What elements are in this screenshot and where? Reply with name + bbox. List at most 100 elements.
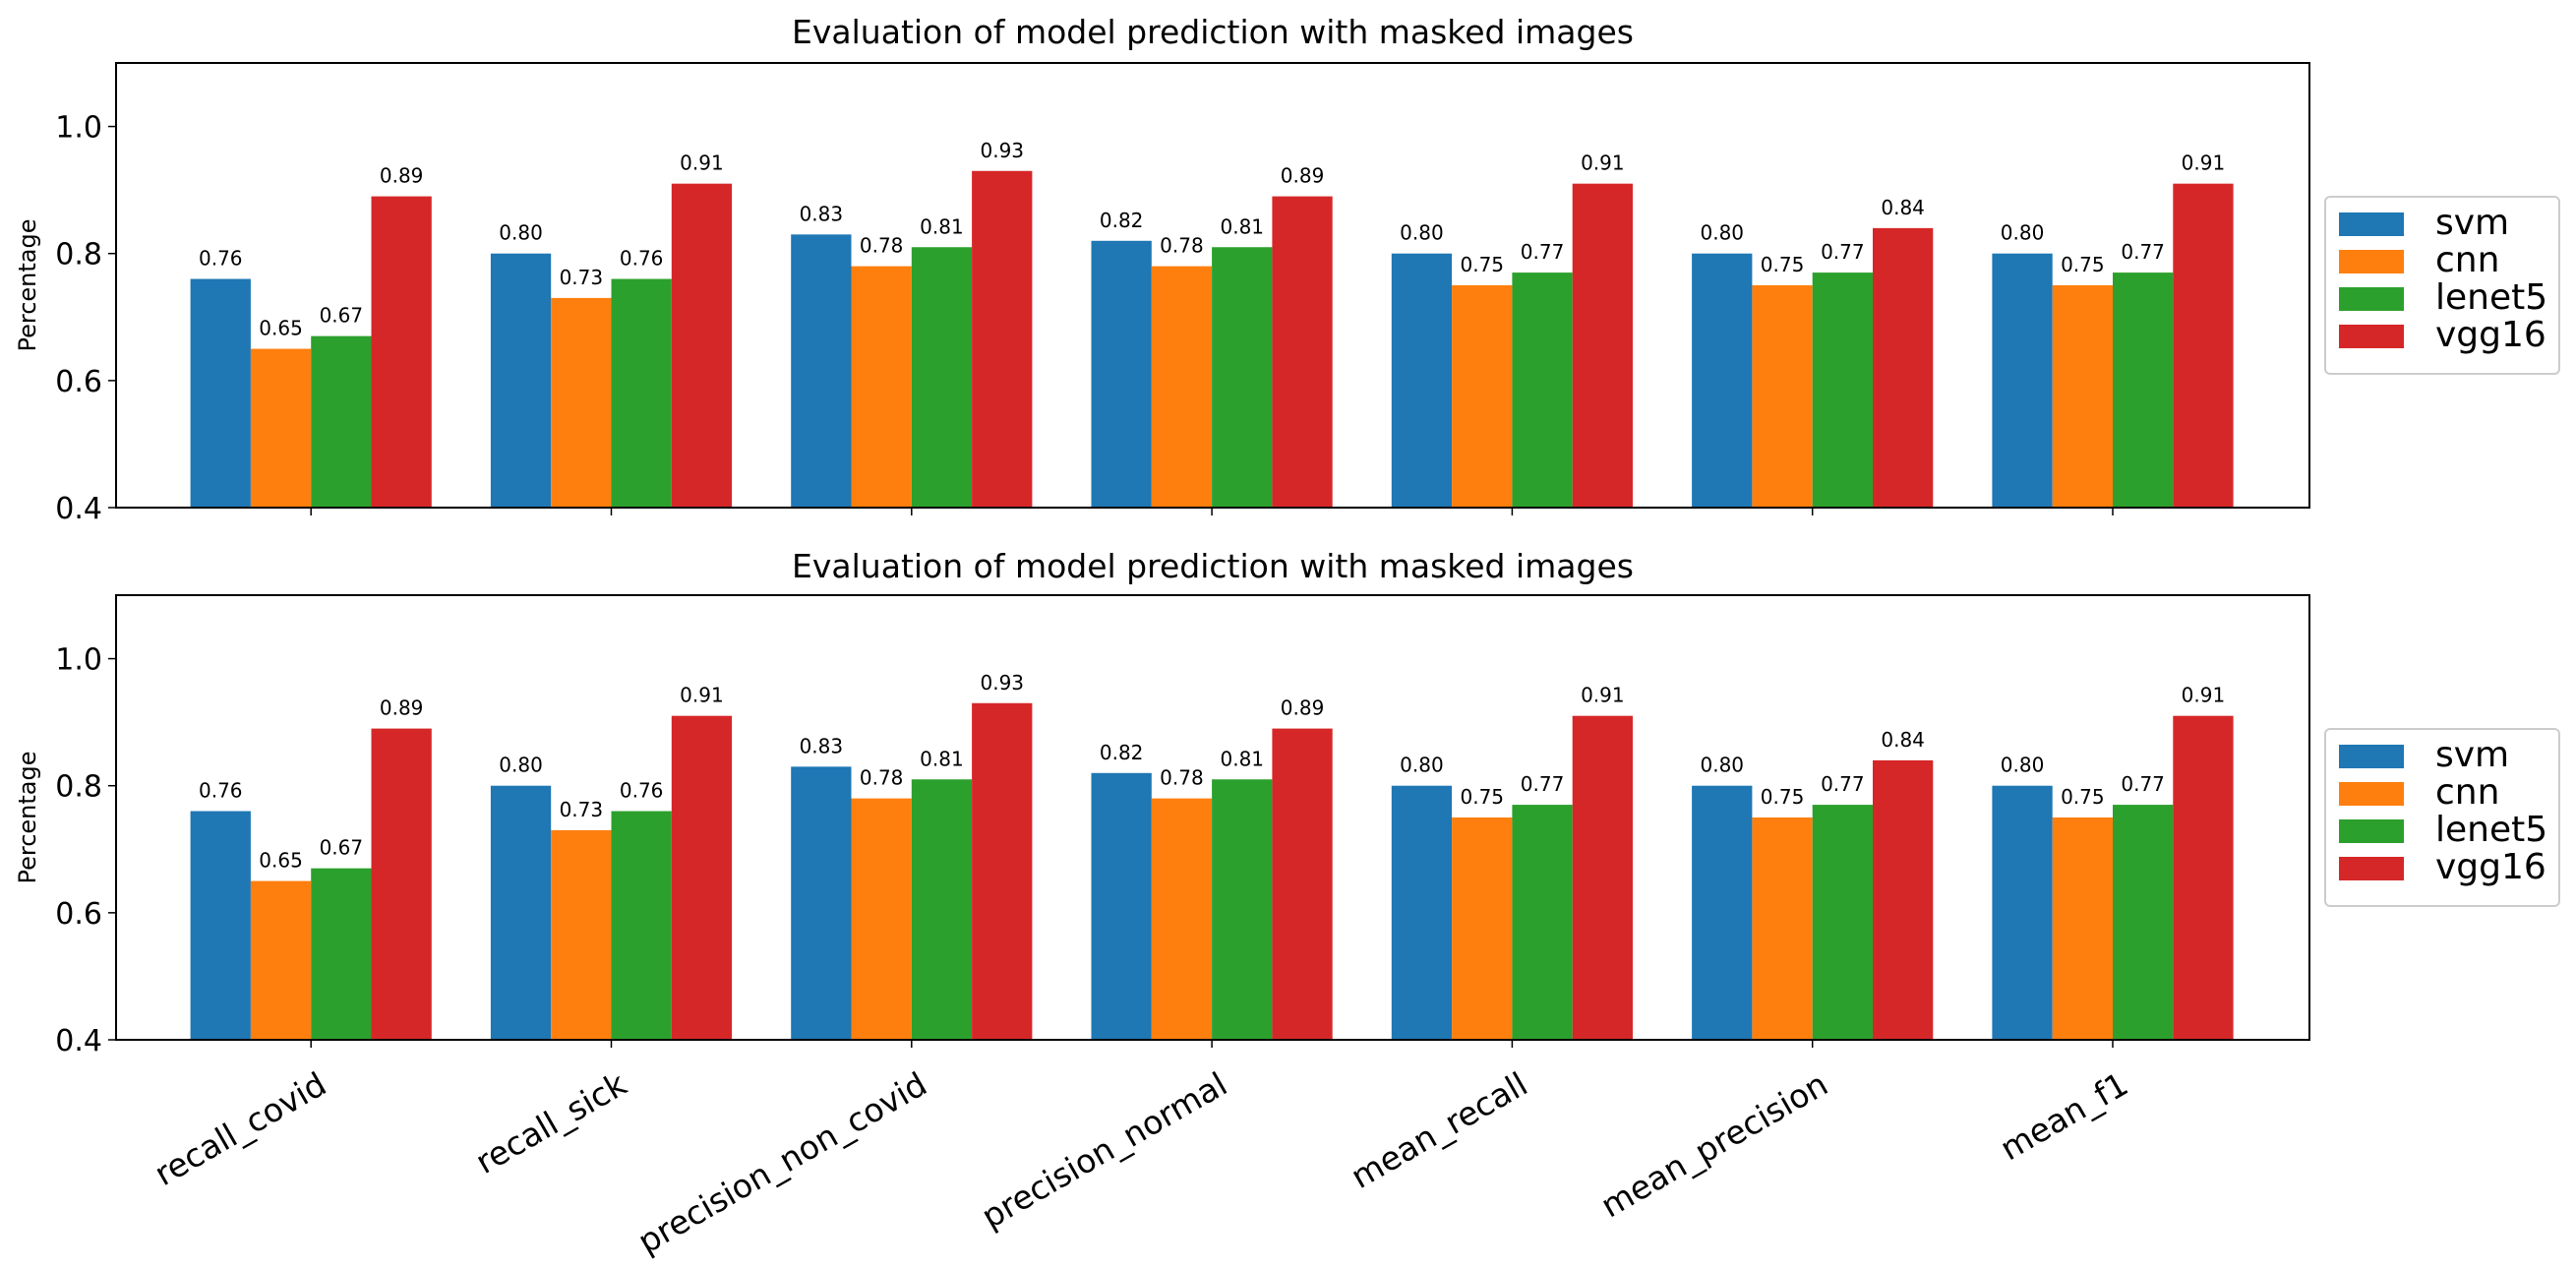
data-label: 0.75: [1460, 785, 1504, 809]
data-label: 0.76: [199, 247, 243, 271]
bar-vgg16: [1873, 227, 1934, 508]
data-label: 0.91: [2182, 684, 2226, 707]
bar-vgg16: [1272, 196, 1333, 508]
data-label: 0.76: [620, 779, 664, 803]
data-label: 0.91: [680, 684, 724, 707]
legend-swatch-lenet5: [2339, 287, 2404, 311]
data-label: 0.82: [1100, 209, 1144, 232]
y-tick-label: 0.8: [55, 770, 102, 805]
bar-cnn: [1452, 817, 1513, 1040]
legend-label: cnn: [2435, 240, 2499, 280]
data-label: 0.75: [2061, 785, 2105, 809]
bar-cnn: [2052, 285, 2113, 508]
data-label: 0.91: [2182, 151, 2226, 175]
data-label: 0.80: [499, 754, 543, 777]
data-label: 0.77: [2121, 772, 2165, 796]
legend-swatch-svm: [2339, 745, 2404, 768]
data-label: 0.77: [2121, 240, 2165, 264]
x-tick-label: precision_normal: [975, 1064, 1233, 1236]
data-label: 0.91: [680, 151, 724, 175]
data-label: 0.75: [1761, 253, 1805, 276]
data-label: 0.89: [380, 164, 424, 188]
legend-label: vgg16: [2435, 847, 2546, 887]
bar-svm: [1091, 240, 1152, 509]
bar-cnn: [551, 829, 612, 1040]
legend-swatch-svm: [2339, 212, 2404, 236]
data-label: 0.80: [1400, 221, 1444, 245]
legend-swatch-cnn: [2339, 782, 2404, 806]
legend-label: cnn: [2435, 772, 2499, 813]
legend-swatch-lenet5: [2339, 819, 2404, 843]
bar-vgg16: [671, 715, 733, 1040]
legend-swatch-vgg16: [2339, 857, 2404, 880]
legend-swatch-cnn: [2339, 250, 2404, 273]
bar-svm: [190, 811, 251, 1040]
data-label: 0.91: [1581, 151, 1625, 175]
bar-cnn: [1752, 285, 1813, 508]
legend-label: lenet5: [2435, 277, 2547, 318]
bar-svm: [791, 234, 852, 509]
bar-lenet5: [611, 278, 672, 508]
bar-vgg16: [371, 196, 432, 508]
bar-lenet5: [2113, 272, 2174, 508]
legend-label: vgg16: [2435, 315, 2546, 355]
bar-svm: [1391, 785, 1453, 1040]
bar-vgg16: [2173, 183, 2234, 508]
y-tick-label: 1.0: [55, 111, 102, 146]
data-label: 0.93: [980, 139, 1024, 162]
bar-lenet5: [1512, 272, 1573, 508]
chart-panel-2: Evaluation of model prediction with mask…: [14, 547, 2560, 1261]
bar-vgg16: [1272, 728, 1333, 1040]
x-tick-label: mean_precision: [1594, 1064, 1834, 1225]
bar-vgg16: [1572, 183, 1633, 508]
data-label: 0.77: [1521, 772, 1565, 796]
bar-vgg16: [972, 702, 1033, 1040]
bar-cnn: [851, 798, 912, 1040]
data-label: 0.67: [320, 836, 364, 860]
bar-lenet5: [1812, 272, 1873, 508]
bar-cnn: [1151, 266, 1213, 508]
bar-vgg16: [1873, 759, 1934, 1040]
data-label: 0.81: [920, 214, 964, 238]
bar-svm: [190, 278, 251, 508]
data-label: 0.83: [800, 734, 844, 757]
data-label: 0.77: [1521, 240, 1565, 264]
y-tick-label: 0.6: [55, 897, 102, 932]
bar-svm: [490, 253, 552, 508]
chart-panel-1: Evaluation of model prediction with mask…: [14, 13, 2560, 526]
bar-cnn: [851, 266, 912, 508]
bar-vgg16: [972, 170, 1033, 508]
legend-label: svm: [2435, 203, 2509, 243]
plot-frame: [115, 62, 2310, 509]
data-label: 0.80: [1400, 754, 1444, 777]
data-label: 0.76: [620, 247, 664, 271]
bar-lenet5: [311, 335, 372, 508]
bar-svm: [1091, 772, 1152, 1040]
data-label: 0.84: [1881, 728, 1925, 752]
bar-svm: [1692, 785, 1753, 1040]
bar-lenet5: [1812, 805, 1873, 1040]
data-label: 0.78: [860, 766, 904, 790]
bar-vgg16: [371, 728, 432, 1040]
data-label: 0.65: [259, 317, 303, 340]
bar-lenet5: [311, 868, 372, 1040]
bar-lenet5: [2113, 805, 2174, 1040]
data-label: 0.80: [1700, 221, 1744, 245]
y-axis-label: Percentage: [14, 751, 41, 883]
y-tick-label: 0.4: [55, 1024, 102, 1058]
data-label: 0.75: [1460, 253, 1504, 276]
data-label: 0.78: [1160, 766, 1204, 790]
data-label: 0.81: [1220, 214, 1264, 238]
bar-vgg16: [1572, 715, 1633, 1040]
data-label: 0.89: [380, 696, 424, 720]
data-label: 0.80: [499, 221, 543, 245]
data-label: 0.93: [980, 671, 1024, 695]
data-label: 0.75: [1761, 785, 1805, 809]
data-label: 0.77: [1821, 772, 1865, 796]
data-label: 0.80: [1700, 754, 1744, 777]
chart-title: Evaluation of model prediction with mask…: [792, 547, 1634, 585]
data-label: 0.73: [560, 798, 604, 821]
data-label: 0.89: [1281, 696, 1325, 720]
